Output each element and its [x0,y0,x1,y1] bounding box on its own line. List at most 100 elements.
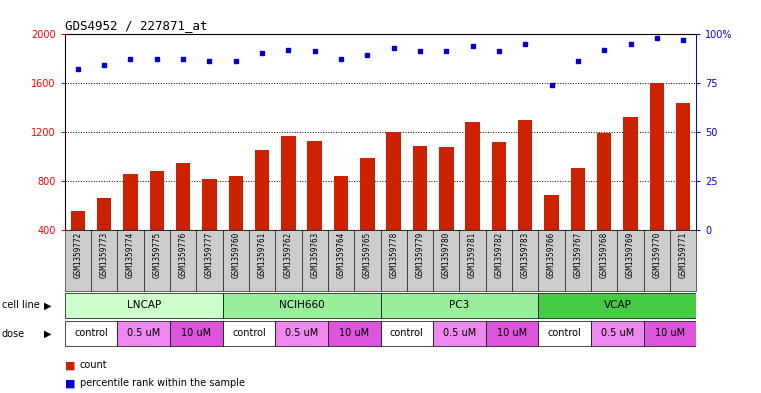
Bar [539,321,591,346]
Text: ■: ■ [65,360,75,371]
Bar [670,230,696,291]
Text: GSM1359761: GSM1359761 [257,232,266,278]
Bar [597,133,611,230]
Bar [223,293,380,318]
Text: ■: ■ [65,378,75,388]
Bar [492,142,506,230]
Bar [360,158,374,230]
Bar [170,321,223,346]
Bar [65,293,223,318]
Bar [354,230,380,291]
Bar [439,147,454,230]
Text: GSM1359774: GSM1359774 [126,232,135,278]
Bar [117,230,144,291]
Text: 0.5 uM: 0.5 uM [600,328,634,338]
Text: GSM1359768: GSM1359768 [600,232,609,278]
Bar [512,230,539,291]
Text: 10 uM: 10 uM [655,328,685,338]
Text: NCIH660: NCIH660 [279,300,324,310]
Bar [486,321,539,346]
Bar [433,230,460,291]
Text: GSM1359781: GSM1359781 [468,232,477,278]
Text: GSM1359765: GSM1359765 [363,232,372,278]
Bar [591,230,617,291]
Bar [565,230,591,291]
Text: control: control [390,328,424,338]
Text: ▶: ▶ [44,300,52,310]
Bar [281,136,295,230]
Bar [466,122,480,230]
Bar [71,211,85,230]
Text: GSM1359762: GSM1359762 [284,232,293,278]
Bar [202,179,217,230]
Text: 0.5 uM: 0.5 uM [285,328,318,338]
Bar [170,230,196,291]
Text: ▶: ▶ [44,329,52,339]
Text: GSM1359779: GSM1359779 [416,232,425,278]
Bar [223,230,249,291]
Text: 10 uM: 10 uM [181,328,212,338]
Bar [380,293,539,318]
Bar [301,230,328,291]
Text: cell line: cell line [2,300,40,310]
Text: GSM1359777: GSM1359777 [205,232,214,278]
Bar [412,145,427,230]
Bar [486,230,512,291]
Text: GSM1359780: GSM1359780 [442,232,451,278]
Bar [539,293,696,318]
Text: GSM1359771: GSM1359771 [679,232,688,278]
Bar [97,198,111,230]
Bar [644,321,696,346]
Text: GSM1359767: GSM1359767 [573,232,582,278]
Text: control: control [232,328,266,338]
Bar [617,230,644,291]
Bar [380,230,407,291]
Bar [650,83,664,230]
Bar [407,230,433,291]
Bar [117,321,170,346]
Bar [275,321,328,346]
Text: 10 uM: 10 uM [497,328,527,338]
Bar [144,230,170,291]
Bar [176,163,190,230]
Bar [196,230,222,291]
Bar [433,321,486,346]
Bar [91,230,117,291]
Text: GSM1359782: GSM1359782 [495,232,504,278]
Bar [65,230,91,291]
Text: GSM1359773: GSM1359773 [100,232,109,278]
Bar [518,120,533,230]
Text: GSM1359766: GSM1359766 [547,232,556,278]
Bar [328,321,380,346]
Text: GSM1359764: GSM1359764 [336,232,345,278]
Bar [544,195,559,230]
Bar [676,103,690,230]
Bar [387,132,401,230]
Bar [571,168,585,230]
Text: GSM1359763: GSM1359763 [310,232,319,278]
Bar [275,230,301,291]
Bar [255,151,269,230]
Text: PC3: PC3 [449,300,470,310]
Bar [591,321,644,346]
Bar [150,171,164,230]
Text: GSM1359783: GSM1359783 [521,232,530,278]
Bar [644,230,670,291]
Bar [380,321,433,346]
Text: control: control [548,328,581,338]
Text: percentile rank within the sample: percentile rank within the sample [80,378,245,388]
Bar [307,141,322,230]
Text: control: control [74,328,108,338]
Text: VCAP: VCAP [603,300,632,310]
Text: GSM1359776: GSM1359776 [179,232,188,278]
Text: GSM1359772: GSM1359772 [73,232,82,278]
Bar [228,176,243,230]
Bar [249,230,275,291]
Text: dose: dose [2,329,24,339]
Text: GSM1359770: GSM1359770 [652,232,661,278]
Text: GSM1359760: GSM1359760 [231,232,240,278]
Text: 10 uM: 10 uM [339,328,369,338]
Bar [123,174,138,230]
Text: GSM1359778: GSM1359778 [389,232,398,278]
Bar [539,230,565,291]
